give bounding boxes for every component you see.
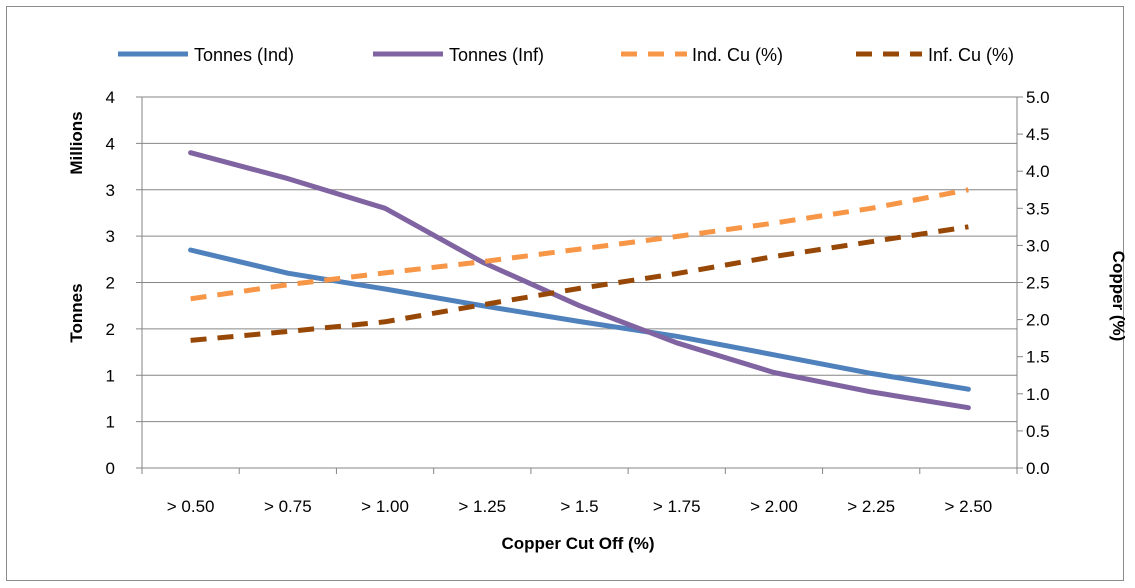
x-axis-title: Copper Cut Off (%) [502, 534, 655, 553]
x-tick-label: > 2.50 [945, 497, 993, 516]
legend-label: Tonnes (Inf) [449, 45, 544, 65]
gridlines [142, 96, 1017, 423]
right-tick-label: 1.0 [1026, 385, 1050, 404]
right-tick-label: 0.5 [1026, 422, 1050, 441]
right-tick-label: 3.0 [1026, 236, 1050, 255]
right-tick-label: 1.5 [1026, 348, 1050, 367]
right-tick-label: 4.5 [1026, 125, 1050, 144]
series-lines [188, 150, 971, 411]
x-tick-label: > 1.5 [560, 497, 598, 516]
x-tick-label: > 2.00 [750, 497, 798, 516]
left-tick-label: 3 [106, 227, 115, 246]
left-axis-title: Tonnes [67, 283, 86, 342]
left-tick-label: 1 [106, 413, 115, 432]
left-axis-units-label: Millions [67, 111, 86, 174]
right-axis-title: Copper (%) [1109, 251, 1128, 342]
x-tick-label: > 1.00 [361, 497, 409, 516]
chart-frame [6, 6, 1124, 581]
series-line-1 [188, 247, 971, 392]
x-tick-label: > 1.75 [653, 497, 701, 516]
x-tick-label: > 1.25 [458, 497, 506, 516]
right-tick-label: 3.5 [1026, 199, 1050, 218]
series-line-4 [190, 224, 969, 343]
right-tick-label: 2.5 [1026, 274, 1050, 293]
left-tick-label: 4 [106, 134, 115, 153]
legend-label: Inf. Cu (%) [928, 45, 1014, 65]
x-tick-label: > 0.75 [264, 497, 312, 516]
left-tick-label: 4 [106, 88, 115, 107]
series-line-3 [190, 187, 969, 302]
left-tick-label: 0 [106, 459, 115, 478]
x-tick-label: > 0.50 [167, 497, 215, 516]
axes [136, 96, 1023, 474]
tick-labels: 0 1 1 2 2 3 3 4 4 0.0 0.5 1.0 1.5 2.0 2.5 3.0 3.5 4.0 4.5 5… [106, 88, 1050, 516]
x-tick-label: > 2.25 [847, 497, 895, 516]
left-tick-label: 3 [106, 181, 115, 200]
left-tick-label: 1 [106, 366, 115, 385]
legend-label: Tonnes (Ind) [194, 45, 294, 65]
legend: Tonnes (Ind) Tonnes (Inf) Ind. Cu (%) Inf. … [118, 45, 1014, 65]
legend-label: Ind. Cu (%) [692, 45, 783, 65]
left-tick-label: 2 [106, 320, 115, 339]
right-tick-label: 2.0 [1026, 311, 1050, 330]
right-tick-label: 5.0 [1026, 88, 1050, 107]
right-tick-label: 0.0 [1026, 459, 1050, 478]
right-tick-label: 4.0 [1026, 162, 1050, 181]
series-line-2 [188, 150, 971, 411]
left-tick-label: 2 [106, 274, 115, 293]
